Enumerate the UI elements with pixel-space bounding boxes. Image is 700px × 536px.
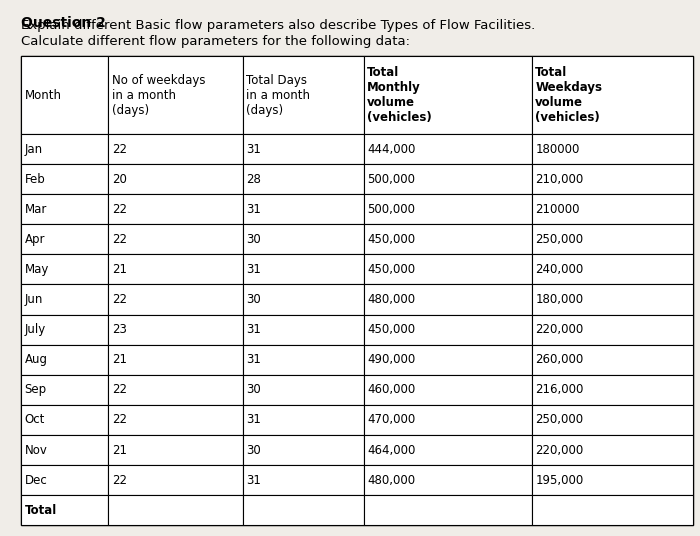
Text: 460,000: 460,000 (368, 383, 416, 396)
Text: Total Days
in a month
(days): Total Days in a month (days) (246, 73, 310, 117)
Text: Apr: Apr (25, 233, 45, 246)
Text: Jun: Jun (25, 293, 43, 306)
Text: 210,000: 210,000 (536, 173, 584, 185)
Text: 444,000: 444,000 (368, 143, 416, 155)
Text: July: July (25, 323, 46, 336)
Text: 480,000: 480,000 (368, 474, 415, 487)
Text: 23: 23 (112, 323, 127, 336)
Text: 31: 31 (246, 263, 261, 276)
Text: 195,000: 195,000 (536, 474, 584, 487)
Text: 450,000: 450,000 (368, 323, 415, 336)
Text: Dec: Dec (25, 474, 48, 487)
Text: 30: 30 (246, 293, 261, 306)
Text: 31: 31 (246, 353, 261, 366)
Text: No of weekdays
in a month
(days): No of weekdays in a month (days) (112, 73, 205, 117)
Text: 22: 22 (112, 203, 127, 216)
Text: 240,000: 240,000 (536, 263, 584, 276)
Text: 30: 30 (246, 443, 261, 457)
Text: 500,000: 500,000 (368, 203, 415, 216)
Text: Question 2: Question 2 (21, 16, 106, 30)
Text: Total
Weekdays
volume
(vehicles): Total Weekdays volume (vehicles) (536, 66, 602, 124)
Text: 28: 28 (246, 173, 261, 185)
Text: 21: 21 (112, 443, 127, 457)
Text: 31: 31 (246, 143, 261, 155)
Text: 22: 22 (112, 383, 127, 396)
Text: 464,000: 464,000 (368, 443, 416, 457)
Text: 31: 31 (246, 413, 261, 427)
Text: 31: 31 (246, 323, 261, 336)
Text: Oct: Oct (25, 413, 45, 427)
Text: 21: 21 (112, 353, 127, 366)
Text: 210000: 210000 (536, 203, 580, 216)
Text: 31: 31 (246, 474, 261, 487)
Text: May: May (25, 263, 49, 276)
Text: Total
Monthly
volume
(vehicles): Total Monthly volume (vehicles) (368, 66, 432, 124)
Text: 220,000: 220,000 (536, 323, 584, 336)
Text: 31: 31 (246, 203, 261, 216)
Text: 216,000: 216,000 (536, 383, 584, 396)
Text: 20: 20 (112, 173, 127, 185)
Text: 250,000: 250,000 (536, 413, 583, 427)
Text: 22: 22 (112, 143, 127, 155)
Text: Total: Total (25, 504, 57, 517)
Text: 22: 22 (112, 474, 127, 487)
Text: Nov: Nov (25, 443, 48, 457)
Text: 220,000: 220,000 (536, 443, 584, 457)
Text: Explain different Basic flow parameters also describe Types of Flow Facilities.: Explain different Basic flow parameters … (21, 19, 536, 32)
Text: 450,000: 450,000 (368, 263, 415, 276)
Text: Sep: Sep (25, 383, 47, 396)
Text: Feb: Feb (25, 173, 46, 185)
Text: 30: 30 (246, 383, 261, 396)
Text: 250,000: 250,000 (536, 233, 583, 246)
Text: 21: 21 (112, 263, 127, 276)
Text: 22: 22 (112, 233, 127, 246)
Text: 30: 30 (246, 233, 261, 246)
Text: Calculate different flow parameters for the following data:: Calculate different flow parameters for … (21, 35, 410, 48)
Text: 180000: 180000 (536, 143, 580, 155)
Text: 470,000: 470,000 (368, 413, 416, 427)
Text: 490,000: 490,000 (368, 353, 416, 366)
Text: 450,000: 450,000 (368, 233, 415, 246)
Text: 22: 22 (112, 413, 127, 427)
Text: Jan: Jan (25, 143, 43, 155)
Text: 22: 22 (112, 293, 127, 306)
Text: 500,000: 500,000 (368, 173, 415, 185)
Text: 180,000: 180,000 (536, 293, 583, 306)
Text: 260,000: 260,000 (536, 353, 584, 366)
Text: Month: Month (25, 88, 62, 102)
Text: 480,000: 480,000 (368, 293, 415, 306)
Text: Aug: Aug (25, 353, 48, 366)
Text: Mar: Mar (25, 203, 47, 216)
